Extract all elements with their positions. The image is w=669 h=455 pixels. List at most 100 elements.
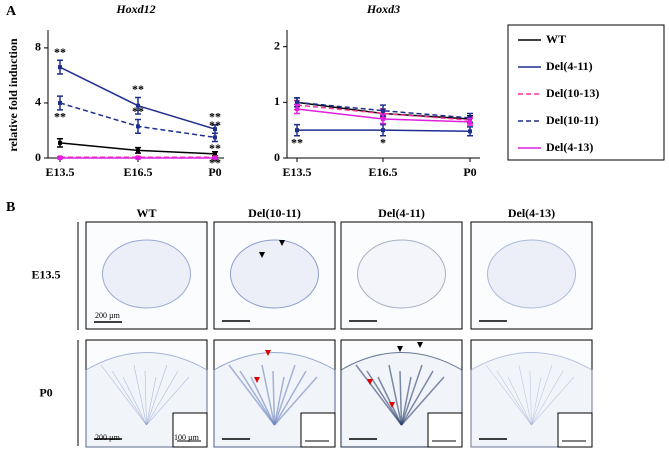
tubule (273, 370, 307, 426)
inset (172, 412, 208, 448)
tubule (400, 364, 423, 426)
legend-label: Del(10-11) (546, 113, 599, 127)
tubule (146, 376, 190, 426)
point (213, 127, 217, 132)
significance: ** (54, 45, 66, 59)
tubule (239, 370, 276, 426)
tubule (146, 364, 168, 426)
tissue-section (487, 239, 576, 309)
tubule (355, 364, 403, 426)
tubule (273, 376, 285, 426)
tubule (388, 364, 403, 426)
tubule (518, 364, 532, 426)
x-tick-label: E16.5 (123, 165, 152, 179)
point (136, 103, 140, 108)
point (381, 128, 385, 133)
point (295, 107, 299, 112)
point (213, 151, 217, 156)
column-header: Del(10-11) (248, 206, 301, 220)
tubule (228, 364, 276, 426)
significance: ** (209, 110, 221, 124)
scale-label: 200 µm (95, 311, 121, 320)
legend-label: WT (546, 32, 566, 46)
point (58, 156, 62, 160)
tubule (531, 376, 575, 426)
x-tick-label: P0 (463, 165, 476, 179)
tubule (496, 370, 532, 426)
tubule (531, 370, 564, 426)
tubule (272, 370, 276, 426)
arrowhead (259, 252, 265, 258)
arrowhead (265, 350, 271, 356)
tissue-section (357, 239, 446, 309)
tubule (146, 376, 157, 426)
y-tick-label: 1 (274, 94, 280, 108)
tubule (261, 364, 276, 426)
tubule (273, 364, 296, 426)
significance: ** (132, 82, 144, 96)
row-label: P0 (39, 385, 52, 399)
point (58, 100, 62, 105)
point (295, 128, 299, 133)
legend-label: Del(4-11) (546, 59, 593, 73)
arrowhead (389, 402, 395, 408)
tubule (507, 376, 532, 426)
point (381, 108, 385, 113)
tubule (273, 376, 318, 426)
scale-label: 200 µm (95, 433, 121, 442)
arrowhead (254, 377, 260, 383)
tubule (400, 370, 434, 426)
column-header: WT (136, 206, 156, 220)
tubule (400, 376, 445, 426)
legend-label: Del(4-13) (546, 140, 593, 154)
series-line (296, 101, 471, 119)
significance: ** (132, 104, 144, 118)
tubule (122, 376, 147, 426)
tubule (529, 370, 532, 426)
point (58, 65, 62, 70)
y-tick-label: 2 (274, 38, 280, 52)
tubule (133, 364, 147, 426)
point (468, 119, 472, 124)
tubule (485, 364, 532, 426)
point (136, 148, 140, 153)
inset (427, 412, 463, 448)
tubule (531, 376, 542, 426)
x-tick-label: E13.5 (282, 165, 311, 179)
point (468, 129, 472, 134)
x-tick-label: P0 (208, 165, 221, 179)
significance: ** (54, 110, 66, 124)
tubule (377, 376, 403, 426)
tissue-section (230, 239, 319, 309)
column-header: Del(4-11) (378, 206, 425, 220)
tubule (399, 370, 403, 426)
inset (300, 412, 336, 448)
panel-label: A (6, 4, 17, 19)
tubule (111, 370, 147, 426)
tubule (144, 370, 147, 426)
inset (557, 412, 593, 448)
tubule (531, 364, 553, 426)
arrowhead (367, 379, 373, 385)
legend-label: Del(10-13) (546, 86, 599, 100)
tubule (366, 370, 403, 426)
significance: ** (291, 135, 303, 149)
point (136, 156, 140, 160)
point (381, 117, 385, 122)
series-line (296, 104, 471, 121)
significance: ** (209, 141, 221, 155)
y-tick-label: 0 (35, 150, 41, 164)
chart-title: Hoxd12 (115, 2, 155, 16)
point (213, 156, 217, 160)
column-header: Del(4-13) (508, 206, 555, 220)
scale-label: 100 µm (174, 433, 200, 442)
point (58, 140, 62, 145)
significance: * (380, 135, 386, 149)
y-tick-label: 8 (35, 40, 41, 54)
significance: ** (209, 156, 221, 170)
chart-title: Hoxd3 (366, 2, 400, 16)
row-label: E13.5 (31, 267, 60, 281)
panel-label: B (6, 200, 15, 215)
x-tick-label: E16.5 (368, 165, 397, 179)
